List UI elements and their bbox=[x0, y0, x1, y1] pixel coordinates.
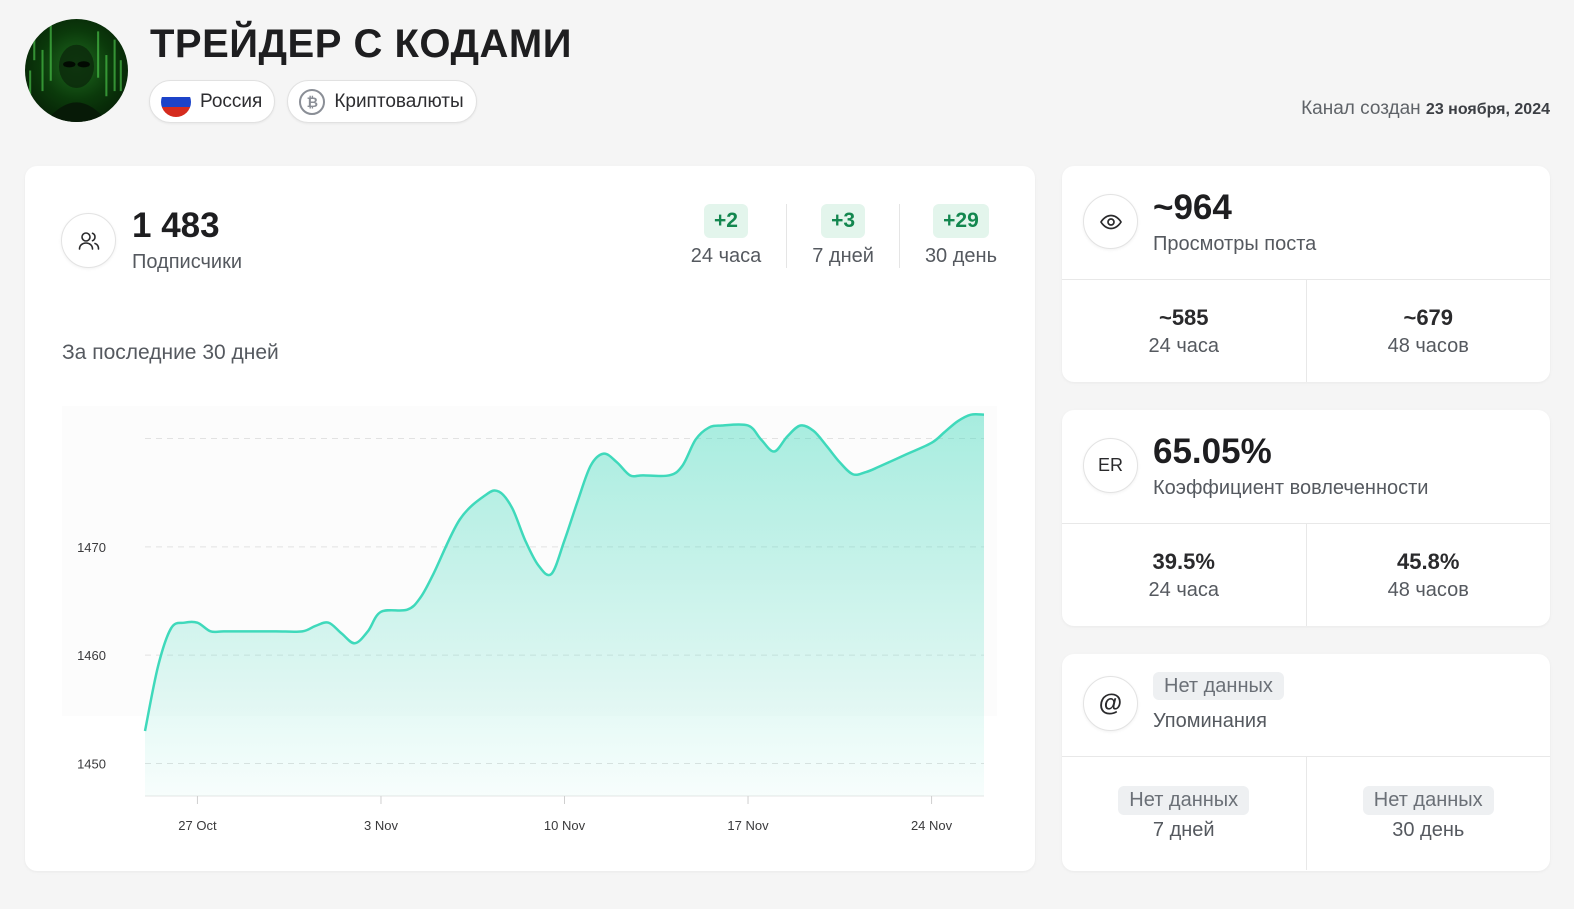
er-card: ER 65.05% Коэффициент вовлеченности 39.5… bbox=[1062, 410, 1550, 626]
x-tick-label: 3 Nov bbox=[364, 818, 398, 833]
y-tick-label: 1450 bbox=[77, 757, 106, 772]
views-label: Просмотры поста bbox=[1153, 233, 1317, 255]
er-icon-text: ER bbox=[1097, 455, 1123, 475]
country-chip[interactable]: Россия bbox=[149, 80, 276, 123]
mentions-label: Упоминания bbox=[1153, 710, 1267, 732]
bitcoin-icon: ₿ bbox=[299, 88, 326, 115]
views-breakdown: ~585 24 часа ~679 48 часов bbox=[1062, 280, 1550, 382]
cell-label: 24 часа bbox=[1148, 578, 1219, 601]
views-summary: ~964 Просмотры поста bbox=[1062, 166, 1550, 280]
mentions-value: Нет данных bbox=[1153, 672, 1284, 700]
cell-label: 7 дней bbox=[1152, 818, 1215, 841]
cell-label: 48 часов bbox=[1387, 578, 1469, 601]
at-icon: @ bbox=[1083, 676, 1138, 731]
er-breakdown: 39.5% 24 часа 45.8% 48 часов bbox=[1062, 524, 1550, 626]
cell-value: 45.8% bbox=[1397, 548, 1460, 574]
x-tick-label: 27 Oct bbox=[178, 818, 217, 833]
created-label: Канал создан bbox=[1301, 98, 1421, 119]
growth-label: 24 часа bbox=[690, 245, 762, 267]
er-summary: ER 65.05% Коэффициент вовлеченности bbox=[1062, 410, 1550, 524]
channel-title: ТРЕЙДЕР С КОДАМИ bbox=[150, 22, 572, 66]
category-chip[interactable]: ₿ Криптовалюты bbox=[287, 80, 477, 123]
category-label: Криптовалюты bbox=[334, 90, 464, 112]
mentions-value-wrap: Нет данных bbox=[1153, 672, 1284, 700]
x-tick-label: 24 Nov bbox=[911, 818, 953, 833]
mentions-30d: Нет данных 30 день bbox=[1305, 757, 1551, 870]
mentions-7d: Нет данных 7 дней bbox=[1062, 757, 1306, 870]
views-48h: ~679 48 часов bbox=[1305, 280, 1551, 382]
y-tick-label: 1470 bbox=[77, 540, 106, 555]
er-icon: ER bbox=[1083, 438, 1138, 493]
subscribers-card: 1 483 Подписчики +2 24 часа +3 7 дней +2… bbox=[25, 166, 1035, 871]
cell-label: 30 день bbox=[1392, 818, 1465, 841]
mentions-card: @ Нет данных Упоминания Нет данных 7 дне… bbox=[1062, 654, 1550, 871]
cell-value: Нет данных bbox=[1362, 785, 1494, 815]
growth-24h: +2 24 часа bbox=[666, 204, 786, 268]
eye-icon bbox=[1083, 194, 1138, 249]
avatar-image bbox=[29, 24, 122, 122]
mentions-summary: @ Нет данных Упоминания bbox=[1062, 654, 1550, 757]
views-card: ~964 Просмотры поста ~585 24 часа ~679 4… bbox=[1062, 166, 1550, 382]
cell-label: 24 часа bbox=[1148, 334, 1219, 357]
growth-30d: +29 30 день bbox=[898, 204, 1011, 268]
subscribers-growth: +2 24 часа +3 7 дней +29 30 день bbox=[666, 204, 1011, 268]
users-icon bbox=[61, 213, 116, 268]
growth-label: 7 дней bbox=[812, 245, 874, 267]
subscribers-count: 1 483 bbox=[132, 206, 220, 245]
subscribers-label: Подписчики bbox=[132, 251, 243, 273]
series-area bbox=[145, 414, 984, 796]
series-line bbox=[143, 412, 985, 732]
cell-value: 39.5% bbox=[1152, 548, 1215, 574]
mentions-breakdown: Нет данных 7 дней Нет данных 30 день bbox=[1062, 757, 1550, 870]
cell-label: 48 часов bbox=[1387, 334, 1469, 357]
views-24h: ~585 24 часа bbox=[1062, 280, 1306, 382]
created-date: 23 ноября, 2024 bbox=[1425, 101, 1550, 118]
channel-tags: Россия ₿ Криптовалюты bbox=[149, 80, 477, 123]
cell-value: Нет данных bbox=[1118, 785, 1250, 815]
country-label: Россия bbox=[200, 90, 263, 112]
y-tick-label: 1460 bbox=[77, 648, 106, 663]
channel-avatar bbox=[25, 19, 128, 122]
cell-value: ~585 bbox=[1158, 304, 1209, 330]
er-48h: 45.8% 48 часов bbox=[1305, 524, 1551, 626]
growth-badge: +29 bbox=[933, 204, 989, 238]
growth-badge: +3 bbox=[821, 204, 866, 238]
growth-7d: +3 7 дней bbox=[786, 204, 899, 268]
x-tick-label: 10 Nov bbox=[544, 818, 586, 833]
channel-created: Канал создан 23 ноября, 2024 bbox=[1301, 98, 1550, 120]
er-label: Коэффициент вовлеченности bbox=[1153, 477, 1429, 499]
er-24h: 39.5% 24 часа bbox=[1062, 524, 1306, 626]
growth-badge: +2 bbox=[704, 204, 748, 238]
russia-flag-icon bbox=[161, 86, 191, 117]
chart-period-label: За последние 30 дней bbox=[62, 341, 279, 364]
x-tick-label: 17 Nov bbox=[727, 818, 769, 833]
subscribers-chart[interactable]: 1450 1460 1470 27 Oct 3 Nov 10 Nov 17 Nov 24 No… bbox=[62, 386, 997, 866]
growth-label: 30 день bbox=[924, 245, 997, 267]
er-value: 65.05% bbox=[1153, 432, 1272, 471]
cell-value: ~679 bbox=[1403, 304, 1454, 330]
views-value: ~964 bbox=[1153, 188, 1232, 227]
